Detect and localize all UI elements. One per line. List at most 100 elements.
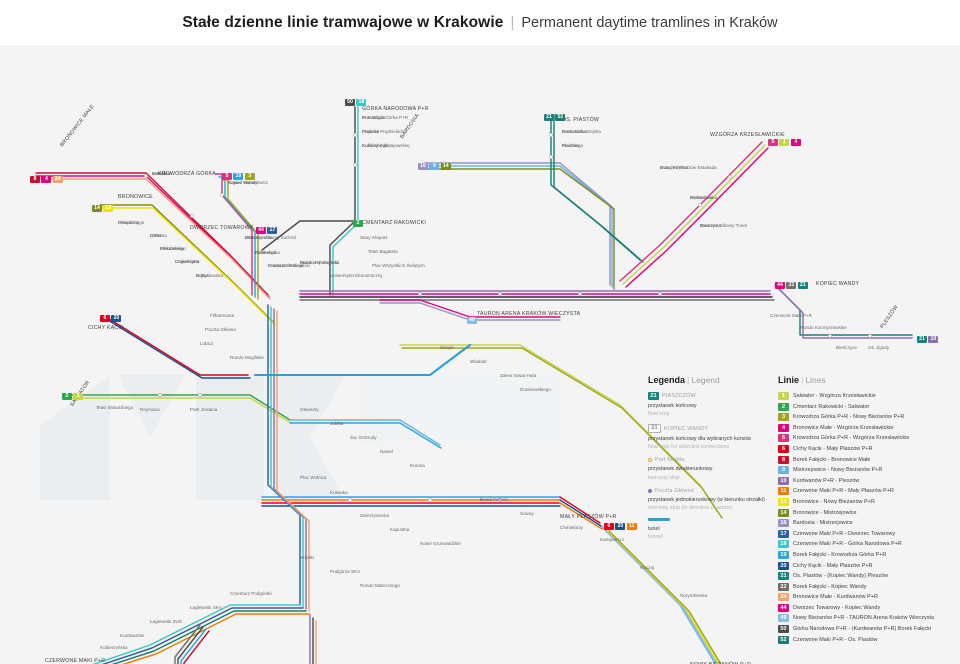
stop-label: Łagiewniki SKA	[190, 605, 222, 610]
line-list-item[interactable]: 4 Bronowice Małe - Wzgórza Krzesławickie	[778, 423, 954, 432]
stop-label: Podgórze SKA	[330, 569, 361, 574]
line-list-item[interactable]: 2 Cmentarz Rakowicki - Salwator	[778, 402, 954, 411]
line-list-item[interactable]: 5 Krowodrza Górka P+R - Wzgórza Krzesławi…	[778, 434, 954, 443]
line-badge-20: 20	[111, 315, 122, 323]
terminus-badges[interactable]: 5 19 3	[222, 173, 255, 181]
legend-entry: 21 PIASZCZÓW przystanek końcowy final stop	[648, 392, 766, 418]
legend-entry: Poczta Główna przystanek jednokierunkowy …	[648, 488, 766, 512]
title-separator: |	[510, 14, 515, 31]
stop-label: Kleeberga	[255, 250, 276, 255]
line-list-item[interactable]: 18 Czerwone Maki P+R - Górka Narodowa P+R	[778, 540, 954, 549]
legend-stop-name: PIASZCZÓW	[662, 393, 696, 399]
line-list-item[interactable]: 13 Bronowice - Nowy Bieżanów P+R	[778, 497, 954, 506]
stop-label: Kampus UJ	[600, 537, 624, 542]
line-route-description: Czerwone Maki P+R - Os. Piastów	[793, 636, 878, 643]
line-list-item[interactable]: 17 Czerwone Maki P+R - Dworzec Towarowy	[778, 529, 954, 538]
line-list-item[interactable]: 24 Bronowice Małe - Kurdwanów P+R	[778, 593, 954, 602]
legend-caption-en: two-way stop	[648, 474, 680, 481]
line-badge-24: 24	[52, 176, 63, 184]
terminus-badges[interactable]: 8 4 24	[30, 176, 63, 184]
stop-label: Bieżanowska	[690, 195, 718, 200]
stop-label: Bieńczyce	[836, 345, 857, 350]
page-header: Stałe dzienne linie tramwajowe w Krakowi…	[0, 0, 960, 45]
tram-network-map[interactable]: BRONOWICE MAŁE 8 4 24 BRONOWICE 14 13 KROWODRZA…	[0, 45, 960, 664]
legend-caption-pl: tunel	[648, 526, 660, 533]
line-list-item[interactable]: 44 Dworzec Towarowy - Kopiec Wandy	[778, 603, 954, 612]
terminus-badges[interactable]: 2	[353, 220, 363, 228]
terminus-badges[interactable]: 16 9 14	[418, 163, 451, 171]
stop-label: Piasta Kołodzieja	[268, 263, 304, 268]
terminus-label: BRONOWICE	[118, 194, 153, 200]
stop-label: Kapustna	[390, 527, 410, 532]
line-list-item[interactable]: 1 Salwator - Wzgórza Krzesławickie	[778, 392, 954, 400]
terminus-badges[interactable]: 44 17	[256, 227, 278, 235]
line-list-item[interactable]: 49 Nowy Bieżanów P+R - TAURON Arena Krakó…	[778, 614, 954, 623]
legend-entry: Port Mogiła przystanek dwukierunkowy two-w…	[648, 457, 766, 481]
line-route-description: Salwator - Wzgórza Krzesławickie	[793, 393, 876, 399]
line-list-item[interactable]: 8 Borek Fałęcki - Bronowice Małe	[778, 455, 954, 464]
stop-label: Płaszów	[562, 143, 580, 148]
line-list-item[interactable]: 3 Krowodrza Górka P+R - Nowy Bieżanów P+R	[778, 413, 954, 422]
line-list-item[interactable]: 16 Bardosia - Mistrzejowice	[778, 519, 954, 528]
line-badge-49: 49	[467, 317, 477, 325]
terminus-badges[interactable]: 6 20	[100, 315, 122, 323]
line-list-item[interactable]: 50 Górka Narodowa P+R - (Kurdwanów P+R) B…	[778, 625, 954, 634]
line-list-item[interactable]: 14 Bronowice - Mistrzejowice	[778, 508, 954, 517]
line-list-item[interactable]: 6 Cichy Kącik - Mały Płaszów P+R	[778, 444, 954, 453]
line-list-item[interactable]: 19 Borek Fałęcki - Krowodrza Górka P+R	[778, 550, 954, 559]
line-badge-52: 52	[778, 635, 789, 644]
line-list-item[interactable]: 20 Cichy Kącik - Mały Płaszów P+R	[778, 561, 954, 570]
line-list-item[interactable]: 10 Kurdwanów P+R - Pleszów	[778, 476, 954, 485]
stop-label: Port Mogiła	[362, 115, 386, 120]
terminus-badges[interactable]: 44 22 21	[775, 282, 808, 290]
line-badge-9: 9	[429, 163, 440, 171]
stop-label: Mistrzejowice	[245, 235, 273, 240]
stop-label: Łagiewniki ZUS	[150, 619, 182, 624]
line-list-item[interactable]: 52 Czerwone Maki P+R - Os. Piastów	[778, 635, 954, 644]
tunnel-swatch-icon	[648, 517, 670, 522]
stop-label: Elektrownia	[160, 246, 184, 251]
legend-caption-en: tunnel	[648, 534, 663, 541]
one-way-stop-icon	[648, 488, 652, 493]
stop-label: Uniwersytet Ekonomiczny	[330, 273, 383, 278]
legend-stop-name: KOPIEC WANDY	[664, 425, 709, 432]
terminus-label: WZGÓRZA KRZESŁAWICKIE	[710, 132, 785, 138]
line-list-item[interactable]: 22 Borek Fałęcki - Kopiec Wandy	[778, 582, 954, 591]
line-badge-5: 5	[222, 173, 232, 181]
legend-panel: Legenda | Legend 21 PIASZCZÓW przystanek koń…	[648, 375, 766, 547]
line-badge-6: 6	[100, 315, 110, 323]
line-route-description: Bronowice Małe - Kurdwanów P+R	[793, 594, 878, 601]
line-badge-50: 50	[778, 625, 789, 634]
line-badge-13: 13	[778, 497, 789, 506]
terminus-label: MAŁY PŁASZÓW P+R	[560, 514, 617, 520]
terminus-badges[interactable]: 21 52	[544, 114, 566, 122]
legend-caption-pl: przystanek końcowy	[648, 403, 697, 409]
line-badge-4: 4	[778, 423, 789, 432]
lines-heading-en: Lines	[805, 375, 826, 385]
legend-heading-pl: Legenda	[648, 375, 686, 385]
terminus-badges[interactable]: 21 10	[917, 336, 939, 344]
line-route-description: Czerwone Maki P+R - Dworzec Towarowy	[793, 530, 896, 537]
line-list-item[interactable]: 9 Mistrzejowice - Nowy Bieżanów P+R	[778, 466, 954, 475]
line-list-item[interactable]: 11 Czerwone Maki P+R - Mały Płaszów P+R	[778, 487, 954, 496]
terminus-badges[interactable]: 6 20 11	[604, 523, 637, 531]
stop-label: Pędrachów	[690, 195, 713, 200]
stop-label: Dunikowskiego	[520, 387, 551, 392]
terminus-badges[interactable]: 14 13	[92, 205, 114, 213]
line-badge-18: 18	[778, 540, 789, 549]
legend-entry-marker: 21 PIASZCZÓW	[648, 392, 766, 400]
legend-entry: tunel tunnel	[648, 517, 766, 542]
stop-label: Teatr Bagatela	[368, 249, 398, 254]
legend-heading-en: Legend	[691, 375, 720, 385]
line-badge-52: 52	[555, 114, 566, 122]
stop-label: Cmentarz Podgórski	[230, 591, 272, 596]
line-badge-6: 6	[778, 444, 789, 453]
terminus-label: KOPIEC WANDY	[816, 281, 860, 287]
line-list-item[interactable]: 21 Os. Piastów - (Kopiec Wandy) Pleszów	[778, 572, 954, 581]
map-diagram	[35, 106, 913, 664]
stop-label: Kuklińskiego	[362, 143, 388, 148]
terminus-badges[interactable]: 49	[467, 317, 477, 325]
terminus-badges[interactable]: 50 18	[345, 99, 367, 107]
